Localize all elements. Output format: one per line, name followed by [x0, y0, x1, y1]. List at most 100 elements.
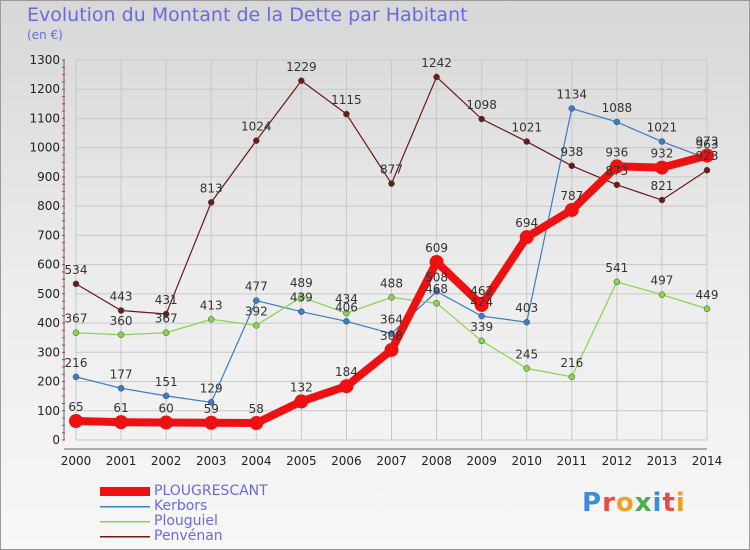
data-label-penvenan: 1098 — [466, 98, 497, 112]
data-labels: 534 443 431 813 1024 1229 1115 877 1242 1098 1021 9… — [65, 56, 719, 416]
series-lines — [69, 73, 714, 431]
data-label-penvenan: 1229 — [286, 60, 317, 74]
x-tick-label: 2011 — [557, 454, 588, 468]
data-label-plougrescant: 787 — [560, 189, 583, 203]
data-label-plouguiel: 245 — [515, 347, 538, 361]
data-point-kerbors — [72, 373, 80, 381]
data-label-plouguiel: 541 — [605, 261, 628, 275]
y-tick-label: 200 — [37, 375, 60, 389]
logo-letter: r — [602, 488, 616, 518]
data-point-kerbors — [207, 399, 215, 406]
data-point-plouguiel — [253, 322, 260, 329]
data-point-kerbors — [343, 318, 350, 325]
logo-letter: o — [615, 488, 635, 518]
data-point-kerbors — [162, 392, 170, 400]
data-point-penvenan — [523, 138, 530, 145]
data-label-plougrescant: 694 — [515, 216, 538, 230]
data-label-penvenan: 1024 — [241, 120, 272, 134]
data-point-penvenan — [658, 196, 666, 204]
y-tick-label: 1100 — [29, 111, 60, 125]
data-label-kerbors: 508 — [425, 271, 448, 285]
data-point-plouguiel — [388, 294, 395, 301]
data-point-kerbors — [478, 312, 485, 320]
data-point-kerbors — [658, 138, 666, 145]
data-label-kerbors: 477 — [245, 280, 268, 294]
data-point-kerbors — [568, 105, 576, 112]
logo-letter: P — [582, 488, 603, 518]
legend-swatch-plouguiel — [100, 521, 150, 523]
data-point-penvenan — [343, 110, 350, 118]
data-label-penvenan: 877 — [380, 163, 403, 177]
data-point-plougrescant — [249, 416, 264, 431]
data-label-plouguiel: 216 — [560, 356, 583, 370]
x-tick-label: 2007 — [376, 454, 407, 468]
data-point-plougrescant — [700, 148, 714, 163]
data-point-plouguiel — [298, 293, 305, 301]
data-label-plougrescant: 462 — [470, 284, 493, 298]
data-point-plougrescant — [654, 160, 669, 175]
x-tick-label: 2001 — [106, 454, 137, 468]
y-tick-label: 800 — [37, 199, 60, 213]
data-label-plouguiel: 367 — [65, 312, 88, 326]
y-tick-label: 400 — [37, 316, 60, 330]
data-point-plouguiel — [703, 305, 711, 313]
x-tick-label: 2009 — [466, 454, 497, 468]
data-point-penvenan — [703, 166, 711, 174]
data-point-penvenan — [388, 180, 395, 187]
data-point-plougrescant — [204, 415, 219, 430]
data-label-kerbors: 151 — [155, 375, 178, 389]
data-label-penvenan: 1115 — [331, 93, 362, 107]
data-label-kerbors: 439 — [290, 291, 313, 305]
data-label-plouguiel: 449 — [696, 288, 719, 302]
data-label-plougrescant: 58 — [249, 402, 264, 416]
data-point-penvenan — [433, 73, 440, 81]
data-label-plouguiel: 367 — [155, 312, 178, 326]
data-label-plouguiel: 360 — [110, 314, 133, 328]
data-point-penvenan — [478, 115, 485, 123]
data-point-penvenan — [207, 199, 215, 206]
data-point-plougrescant — [294, 394, 309, 409]
data-label-kerbors: 1134 — [557, 88, 588, 102]
data-label-plougrescant: 184 — [335, 365, 358, 379]
data-label-kerbors: 129 — [200, 381, 223, 395]
y-tick-label: 100 — [37, 404, 60, 418]
data-point-plougrescant — [609, 159, 624, 174]
data-label-plouguiel: 468 — [425, 282, 448, 296]
data-point-plouguiel — [658, 291, 666, 298]
data-point-plouguiel — [433, 299, 440, 307]
data-label-plougrescant: 65 — [68, 400, 83, 414]
data-label-kerbors: 1021 — [647, 121, 678, 135]
y-tick-label: 600 — [37, 258, 60, 272]
legend-label-kerbors: Kerbors — [154, 498, 208, 514]
data-point-plougrescant — [69, 414, 83, 428]
x-tick-label: 2013 — [647, 454, 678, 468]
data-point-penvenan — [298, 77, 305, 85]
data-label-kerbors: 406 — [335, 300, 358, 314]
y-tick-label: 300 — [37, 345, 60, 359]
data-label-penvenan: 443 — [110, 290, 133, 304]
data-point-plouguiel — [478, 337, 485, 345]
data-point-plouguiel — [523, 365, 530, 372]
data-point-plouguiel — [207, 316, 215, 323]
legend-label-plougrescant: PLOUGRESCANT — [154, 483, 268, 499]
data-point-plougrescant — [564, 202, 579, 217]
data-point-plouguiel — [343, 309, 350, 317]
legend-swatch-plougrescant — [100, 487, 150, 496]
data-label-kerbors: 963 — [696, 138, 719, 152]
data-point-plougrescant — [384, 342, 399, 357]
data-point-penvenan — [162, 310, 170, 318]
unit-label: (en €) — [27, 28, 63, 42]
data-point-plougrescant — [339, 379, 354, 394]
x-tick-label: 2012 — [602, 454, 633, 468]
data-point-plougrescant — [114, 415, 129, 430]
y-tick-label: 0 — [52, 433, 60, 447]
data-label-plougrescant: 973 — [696, 135, 719, 149]
data-point-penvenan — [253, 137, 260, 144]
data-label-plouguiel: 434 — [335, 292, 358, 306]
logo-letter: i — [652, 488, 663, 518]
y-tick-label: 1200 — [29, 82, 60, 96]
legend-label-plouguiel: Plouguiel — [154, 513, 218, 529]
data-label-plougrescant: 932 — [650, 147, 673, 161]
